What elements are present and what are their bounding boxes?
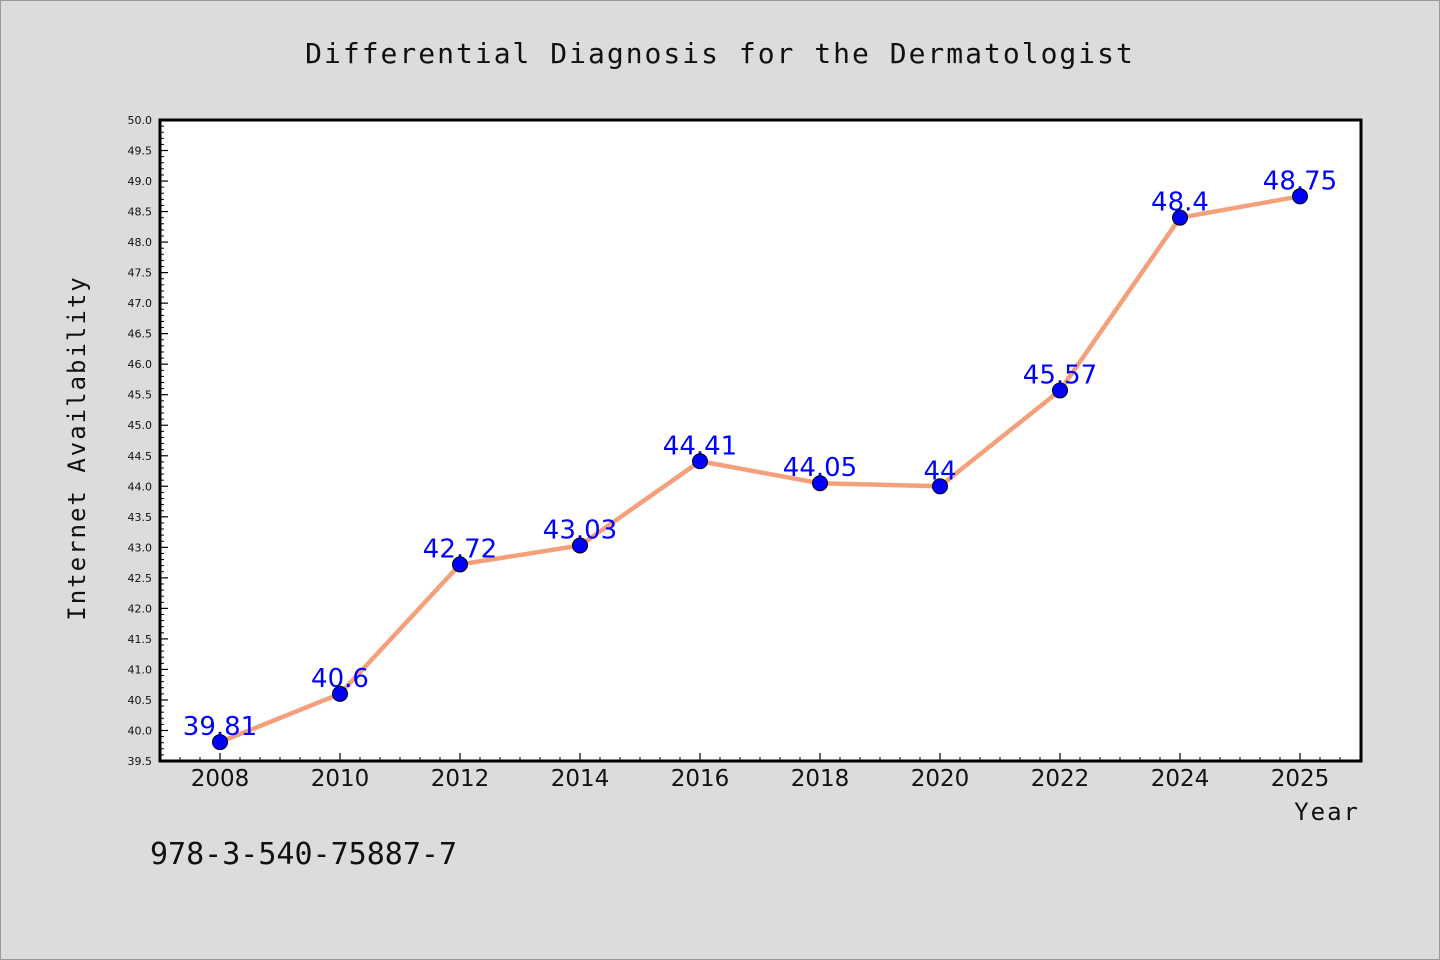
y-axis-label: Internet Availability (63, 275, 91, 620)
x-tick-label: 2014 (551, 766, 610, 792)
x-axis-label: Year (1294, 798, 1360, 826)
x-tick-label: 2025 (1271, 766, 1330, 792)
y-tick-label: 45.0 (128, 419, 153, 432)
y-tick-label: 47.5 (128, 267, 153, 280)
series-line (217, 194, 1303, 745)
x-axis-ticks: 2008 2010 2012 2014 2016 2018 2020 2022 2024 2025 (179, 753, 1361, 792)
data-point (212, 734, 228, 751)
data-point (812, 475, 828, 492)
data-point (692, 453, 708, 470)
data-point (452, 556, 468, 573)
data-point (1292, 188, 1308, 205)
footer-code: 978-3-540-75887-7 (150, 837, 457, 872)
y-tick-label: 40.5 (128, 694, 153, 707)
y-tick-label: 39.5 (128, 755, 153, 768)
y-tick-label: 42.5 (128, 572, 153, 585)
plot-area (158, 118, 1363, 763)
chart-title: Differential Diagnosis for the Dermatolo… (305, 37, 1135, 70)
y-tick-label: 49.5 (128, 145, 153, 158)
y-tick-label: 43.5 (128, 511, 153, 524)
data-point (932, 478, 948, 495)
y-tick-label: 45.5 (128, 389, 153, 402)
data-point (572, 537, 588, 554)
y-tick-label: 48.0 (128, 236, 153, 249)
x-tick-label: 2012 (431, 766, 490, 792)
x-tick-label: 2022 (1031, 766, 1090, 792)
data-point (1172, 209, 1188, 226)
x-tick-label: 2010 (311, 766, 370, 792)
y-tick-label: 48.5 (128, 206, 153, 219)
y-axis-ticks: 39.5 40.0 40.5 41.0 41.5 42.0 42.5 43.0 43.5 44.0… (128, 114, 168, 768)
y-tick-label: 40.0 (128, 724, 153, 737)
y-tick-label: 44.0 (128, 480, 153, 493)
data-point (1052, 382, 1068, 399)
y-tick-label: 50.0 (128, 114, 153, 127)
y-tick-label: 46.0 (128, 358, 153, 371)
x-tick-label: 2020 (911, 766, 970, 792)
y-tick-label: 44.5 (128, 450, 153, 463)
x-tick-label: 2018 (791, 766, 850, 792)
x-tick-label: 2008 (191, 766, 250, 792)
y-tick-label: 47.0 (128, 297, 153, 310)
y-tick-label: 46.5 (128, 328, 153, 341)
y-tick-label: 41.0 (128, 663, 153, 676)
y-tick-label: 49.0 (128, 175, 153, 188)
y-tick-label: 43.0 (128, 541, 153, 554)
data-point (332, 685, 348, 702)
x-tick-label: 2024 (1151, 766, 1210, 792)
y-tick-label: 41.5 (128, 633, 153, 646)
y-tick-label: 42.0 (128, 602, 153, 615)
x-tick-label: 2016 (671, 766, 730, 792)
